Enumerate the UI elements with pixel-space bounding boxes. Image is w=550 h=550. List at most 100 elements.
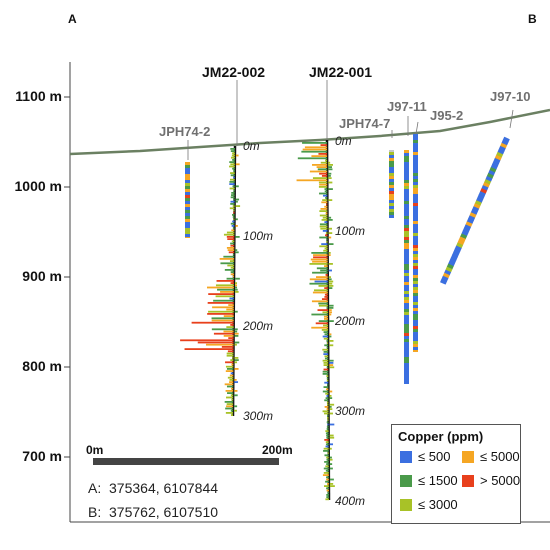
assay-interval: [404, 270, 409, 273]
assay-interval: [404, 309, 409, 312]
assay-bar: [232, 159, 235, 161]
assay-bar: [228, 251, 235, 254]
assay-bar: [234, 291, 239, 293]
assay-bar: [325, 274, 328, 276]
assay-strip: [389, 152, 394, 218]
assay-interval: [404, 273, 409, 276]
assay-interval: [413, 326, 418, 329]
assay-interval: [413, 332, 418, 335]
assay-bar: [329, 344, 334, 347]
assay-bar: [324, 485, 329, 487]
assay-interval: [404, 180, 409, 183]
assay-interval: [404, 195, 409, 198]
assay-interval: [413, 308, 418, 311]
assay-bar: [230, 174, 235, 177]
assay-bar: [232, 357, 234, 359]
assay-bar: [232, 253, 235, 256]
assay-interval: [404, 189, 409, 192]
assay-interval: [389, 158, 394, 161]
assay-bar: [325, 212, 328, 215]
assay-interval: [493, 157, 501, 164]
legend-swatch: [400, 498, 412, 511]
assay-interval: [497, 148, 505, 155]
assay-bar: [197, 341, 234, 344]
assay-interval: [476, 197, 484, 204]
assay-interval: [413, 263, 418, 266]
assay-interval: [404, 282, 409, 285]
assay-interval: [389, 203, 394, 206]
assay-interval: [404, 234, 409, 237]
depth-label-jm22-002-300m: 300m: [243, 409, 274, 423]
assay-interval: [468, 215, 476, 222]
assay-interval: [453, 248, 461, 255]
assay-interval: [404, 288, 409, 291]
assay-interval: [185, 237, 190, 238]
assay-bar: [328, 181, 333, 184]
assay-bar: [313, 254, 328, 256]
assay-bar: [180, 339, 234, 342]
assay-bar: [216, 280, 235, 282]
assay-bar: [326, 428, 329, 430]
assay-bar: [323, 315, 328, 318]
assay-bar: [220, 262, 235, 265]
assay-bar: [329, 320, 334, 322]
assay-bar: [230, 150, 235, 152]
assay-bar: [227, 264, 235, 267]
assay-interval: [413, 335, 418, 338]
assay-interval: [413, 248, 418, 251]
assay-interval: [404, 177, 409, 180]
assay-bar: [235, 277, 240, 280]
assay-strip: [404, 150, 409, 384]
assay-bar: [231, 192, 235, 194]
assay-bar: [326, 425, 329, 428]
assay-bar: [324, 461, 329, 463]
assay-bar: [322, 474, 329, 476]
assay-bar: [318, 285, 328, 287]
assay-bar: [328, 166, 333, 168]
assay-bar: [328, 172, 332, 175]
assay-interval: [404, 210, 409, 213]
assay-interval: [466, 218, 474, 225]
assay-bar: [327, 423, 329, 426]
assay-interval: [185, 225, 190, 228]
legend-label: ≤ 500: [418, 449, 451, 464]
assay-bar: [326, 366, 329, 369]
assay-bar: [328, 252, 331, 254]
assay-bar: [219, 258, 235, 260]
assay-interval: [413, 236, 418, 239]
assay-bar: [326, 436, 329, 439]
assay-bar: [215, 295, 234, 298]
assay-bar: [328, 287, 333, 289]
assay-bar: [226, 277, 235, 280]
assay-bar: [329, 364, 334, 366]
assay-bar: [311, 326, 329, 329]
assay-interval: [389, 191, 394, 194]
assay-bar: [231, 240, 235, 243]
assay-bar: [230, 271, 235, 273]
assay-interval: [413, 320, 418, 323]
coordinate-b-point: B:: [88, 504, 102, 520]
assay-interval: [413, 314, 418, 317]
assay-bar: [325, 430, 329, 432]
assay-bar: [226, 236, 235, 238]
assay-bar: [234, 330, 238, 333]
assay-bar: [326, 395, 329, 397]
assay-bar: [329, 340, 334, 342]
assay-bar: [231, 194, 235, 196]
assay-interval: [413, 305, 418, 308]
assay-bar: [227, 376, 234, 379]
assay-bar: [325, 232, 328, 234]
assay-bar: [233, 170, 235, 172]
assay-bar: [328, 188, 333, 190]
assay-bar: [319, 172, 328, 175]
drillhole-label-j95-2: J95-2: [430, 108, 464, 123]
scale-bar-start-label: 0m: [86, 443, 104, 457]
assay-bar: [220, 291, 234, 293]
depth-label-jm22-001-400m: 400m: [335, 494, 366, 508]
assay-interval: [404, 291, 409, 294]
assay-interval: [185, 216, 190, 219]
assay-bar: [191, 321, 234, 324]
assay-bar: [231, 387, 234, 390]
assay-interval: [185, 219, 190, 222]
assay-bar: [326, 379, 329, 382]
